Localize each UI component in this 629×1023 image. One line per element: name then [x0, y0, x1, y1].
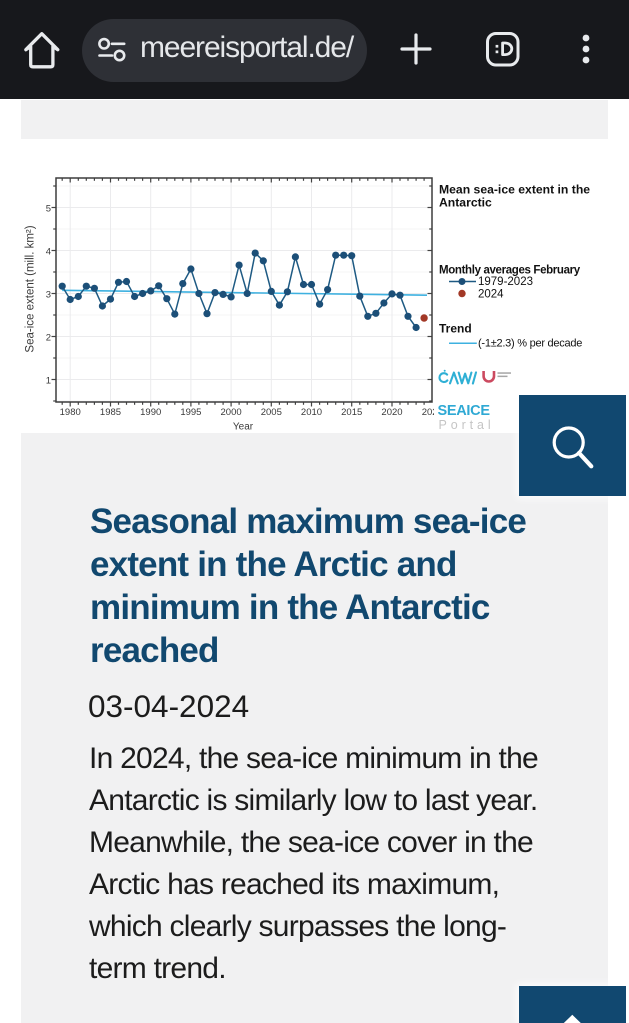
svg-text:2024: 2024 — [478, 288, 504, 300]
svg-text:5: 5 — [46, 203, 51, 214]
svg-text:1980: 1980 — [60, 407, 81, 418]
svg-text:1990: 1990 — [140, 407, 161, 418]
svg-text:Antarctic: Antarctic — [439, 196, 492, 210]
svg-text:2010: 2010 — [301, 407, 322, 418]
svg-text:2: 2 — [46, 332, 51, 343]
svg-text:SEAICE: SEAICE — [438, 403, 491, 419]
svg-text:2025: 2025 — [422, 407, 443, 418]
svg-text:2015: 2015 — [341, 407, 362, 418]
svg-text:Sea-ice extent (mill. km²): Sea-ice extent (mill. km²) — [25, 225, 37, 352]
svg-text:1: 1 — [46, 375, 51, 386]
svg-text:3: 3 — [46, 289, 51, 300]
svg-text:2005: 2005 — [261, 407, 282, 418]
svg-text:4: 4 — [46, 246, 51, 257]
svg-text:Monthly averages February: Monthly averages February — [439, 264, 581, 276]
svg-text:1985: 1985 — [100, 407, 121, 418]
svg-text:2000: 2000 — [221, 407, 242, 418]
svg-text:2020: 2020 — [381, 407, 402, 418]
svg-text:Trend: Trend — [439, 322, 472, 336]
svg-text:1995: 1995 — [180, 407, 201, 418]
svg-text:Mean sea-ice extent in the: Mean sea-ice extent in the — [439, 182, 590, 196]
svg-text:1979-2023: 1979-2023 — [478, 276, 533, 288]
svg-text:(-1±2.3) % per decade: (-1±2.3) % per decade — [478, 338, 582, 350]
svg-text:Year: Year — [233, 422, 254, 433]
svg-text:Portal: Portal — [439, 418, 495, 432]
